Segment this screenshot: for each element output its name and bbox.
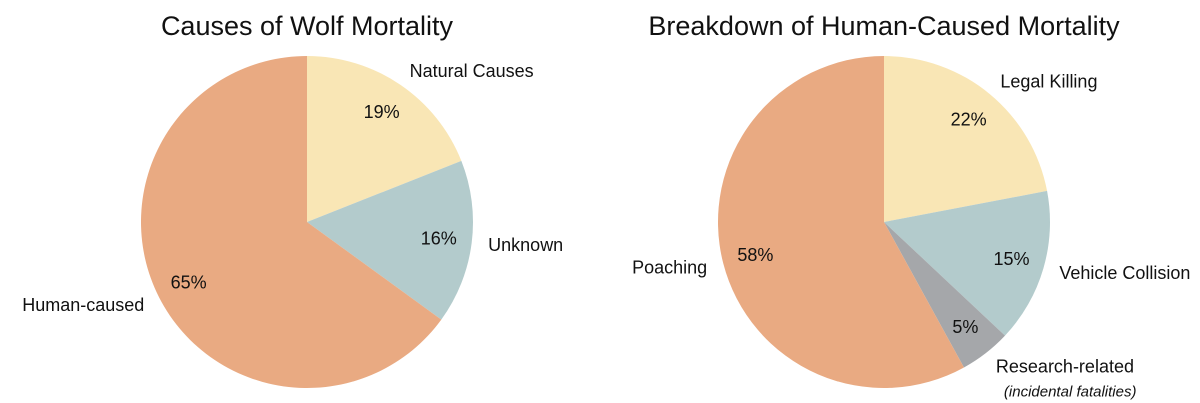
slice-label: Human-caused xyxy=(22,295,144,315)
pie-slice xyxy=(718,56,964,388)
pie-left: 19% Natural Causes 16% Unknown 65% Human-caus… xyxy=(22,56,563,388)
slice-percent-label: 65% xyxy=(171,272,207,292)
slice-percent-label: 19% xyxy=(364,102,400,122)
slice-label: Unknown xyxy=(488,235,563,255)
slice-label: Vehicle Collision xyxy=(1059,263,1190,283)
slice-sublabel: (incidental fatalities) xyxy=(1004,383,1137,400)
chart-title-left: Causes of Wolf Mortality xyxy=(161,11,454,41)
slice-percent-label: 16% xyxy=(421,229,457,249)
slice-label: Legal Killing xyxy=(1000,71,1097,91)
slice-label: Poaching xyxy=(632,257,707,277)
pie-slice xyxy=(307,160,474,320)
slice-percent-label: 5% xyxy=(952,317,978,337)
pie-slice xyxy=(884,190,1050,336)
slice-percent-label: 15% xyxy=(994,249,1030,269)
pie-slice xyxy=(884,222,1006,368)
pie-slice xyxy=(307,56,462,222)
slice-label: Natural Causes xyxy=(410,61,534,81)
chart-title-right: Breakdown of Human-Caused Mortality xyxy=(648,11,1120,41)
pie-slice xyxy=(884,56,1048,222)
pie-right: 22% Legal Killing 15% Vehicle Collision 5% Re… xyxy=(632,56,1190,400)
slice-label: Research-related xyxy=(996,356,1134,376)
pie-slice xyxy=(140,56,442,388)
slice-percent-label: 22% xyxy=(951,110,987,130)
slice-percent-label: 58% xyxy=(737,245,773,265)
